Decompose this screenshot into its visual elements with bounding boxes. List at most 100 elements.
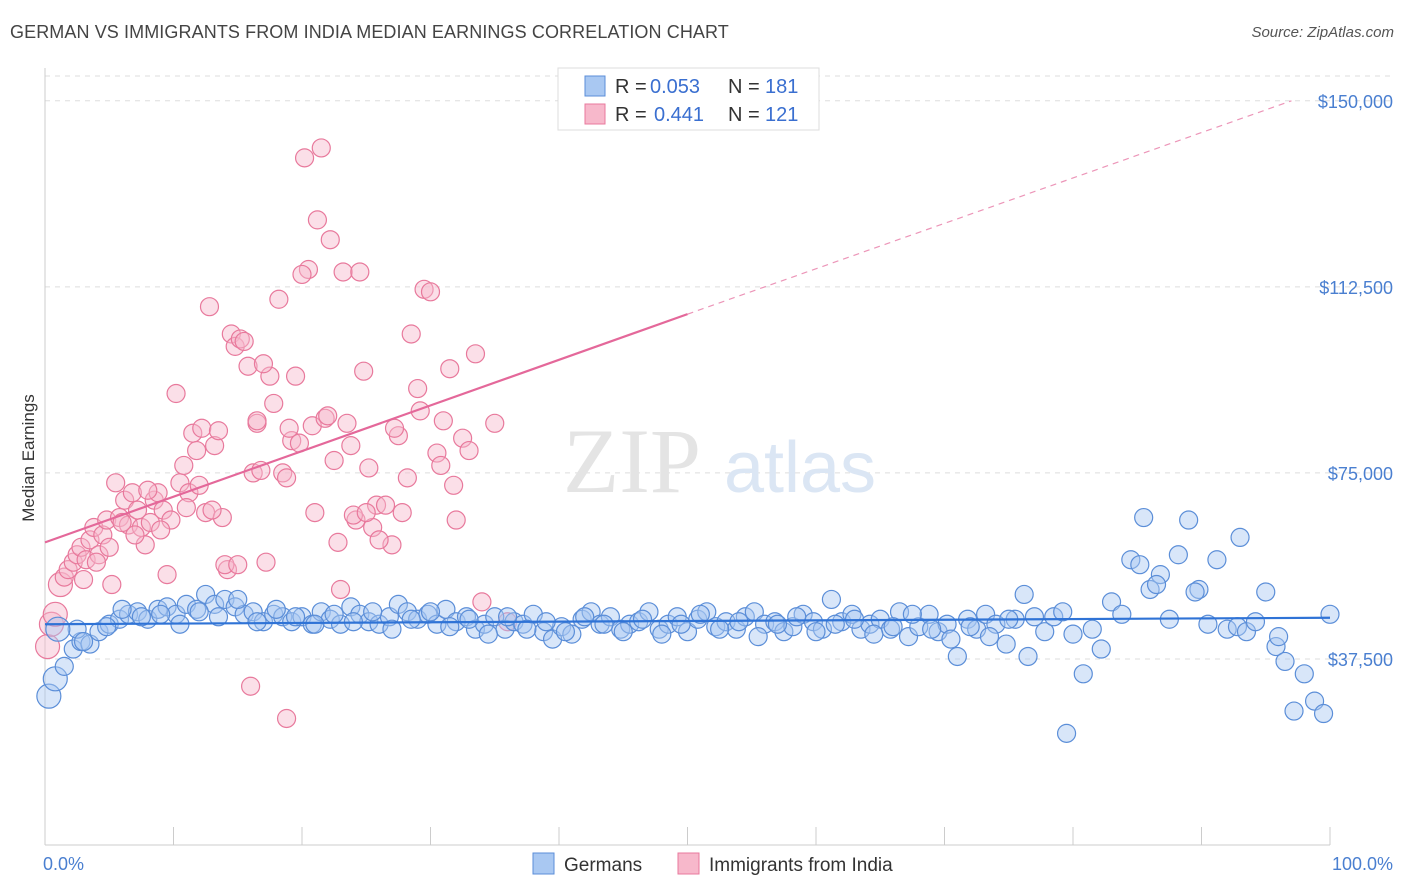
india-point (359, 458, 379, 478)
german-point (1053, 602, 1073, 622)
india-point (444, 475, 464, 495)
german-point (1112, 604, 1132, 624)
india-point (243, 463, 263, 483)
german-point (363, 602, 383, 622)
german-point (285, 607, 306, 627)
german-point (189, 602, 209, 622)
german-point (774, 622, 794, 642)
german-point (253, 612, 274, 632)
legend-n-value-2: 121 (765, 104, 798, 126)
german-point (498, 607, 518, 627)
india-point (382, 535, 402, 555)
german-point (45, 616, 71, 642)
india-point (315, 408, 335, 428)
india-point (485, 413, 505, 433)
german-point (1275, 651, 1295, 672)
german-point (1185, 582, 1205, 602)
india-point (298, 259, 319, 280)
german-point (941, 629, 961, 649)
india-point (115, 490, 135, 510)
y-tick-label: $75,000 (1328, 464, 1393, 484)
india-point (401, 324, 421, 344)
german-point (305, 614, 325, 634)
german-point (594, 614, 614, 634)
india-point (328, 532, 348, 552)
german-point (205, 594, 225, 614)
german-point (1056, 723, 1077, 743)
india-point (431, 455, 451, 476)
german-point (112, 599, 132, 619)
watermark-atlas: atlas (724, 428, 876, 508)
german-point (1179, 510, 1199, 530)
india-point (161, 510, 181, 530)
bottom-legend-label-germans: Germans (564, 855, 642, 876)
india-point (392, 502, 412, 523)
india-point (174, 455, 194, 476)
india-point (397, 468, 417, 488)
india-point (234, 331, 254, 352)
german-point (1014, 584, 1034, 605)
german-point (677, 622, 698, 642)
german-point (54, 656, 74, 676)
india-point (369, 530, 389, 550)
german-point (1198, 614, 1218, 634)
german-point (228, 589, 248, 610)
india-point (375, 495, 396, 515)
india-point (212, 507, 232, 528)
german-point (1207, 550, 1227, 570)
german-points (36, 507, 1340, 743)
india-point (228, 555, 248, 575)
german-point (767, 614, 788, 634)
german-point (748, 627, 768, 647)
german-point (825, 614, 845, 634)
watermark-zip: ZIP (563, 410, 701, 512)
german-point (1018, 646, 1038, 667)
india-point (341, 436, 361, 456)
bottom-legend: Germans Immigrants from India (532, 852, 893, 876)
german-point (465, 619, 486, 639)
bottom-legend-swatch-india (677, 852, 700, 875)
india-point (282, 431, 302, 451)
german-point (474, 614, 495, 634)
india-point (264, 393, 284, 414)
legend-r-value-2: 0.441 (654, 104, 704, 126)
india-point (241, 676, 261, 696)
india-point (420, 282, 441, 302)
german-point (783, 617, 803, 637)
german-point (960, 617, 980, 637)
india-point (440, 359, 460, 379)
german-point (1245, 612, 1266, 632)
german-point (151, 604, 171, 624)
legend-n-label-1: N = (728, 76, 760, 98)
india-point (202, 500, 222, 520)
german-point (1256, 582, 1276, 602)
german-point (821, 589, 842, 610)
german-point (401, 609, 421, 629)
india-point (135, 535, 155, 555)
india-point (384, 418, 405, 438)
chart-title: GERMAN VS IMMIGRANTS FROM INDIA MEDIAN E… (10, 22, 729, 42)
india-point (151, 520, 171, 540)
india-point (465, 344, 486, 364)
india-point (269, 289, 289, 309)
legend-r-label-2: R = (615, 104, 647, 126)
india-point (179, 483, 199, 503)
german-point (517, 619, 537, 639)
india-point (333, 262, 353, 282)
german-point (1073, 664, 1093, 684)
india-point (427, 443, 447, 463)
german-point (1294, 664, 1314, 684)
german-point (555, 622, 576, 642)
german-point (1044, 607, 1064, 627)
india-point (89, 545, 109, 565)
german-point (1035, 622, 1055, 642)
legend-r-label-1: R = (615, 76, 647, 98)
india-point (350, 262, 370, 282)
india-point (176, 498, 196, 518)
india-point (279, 418, 299, 438)
india-point (305, 502, 325, 523)
india-point (93, 525, 113, 545)
german-point (1130, 555, 1150, 575)
india-point (285, 366, 306, 386)
german-point (1082, 619, 1102, 639)
